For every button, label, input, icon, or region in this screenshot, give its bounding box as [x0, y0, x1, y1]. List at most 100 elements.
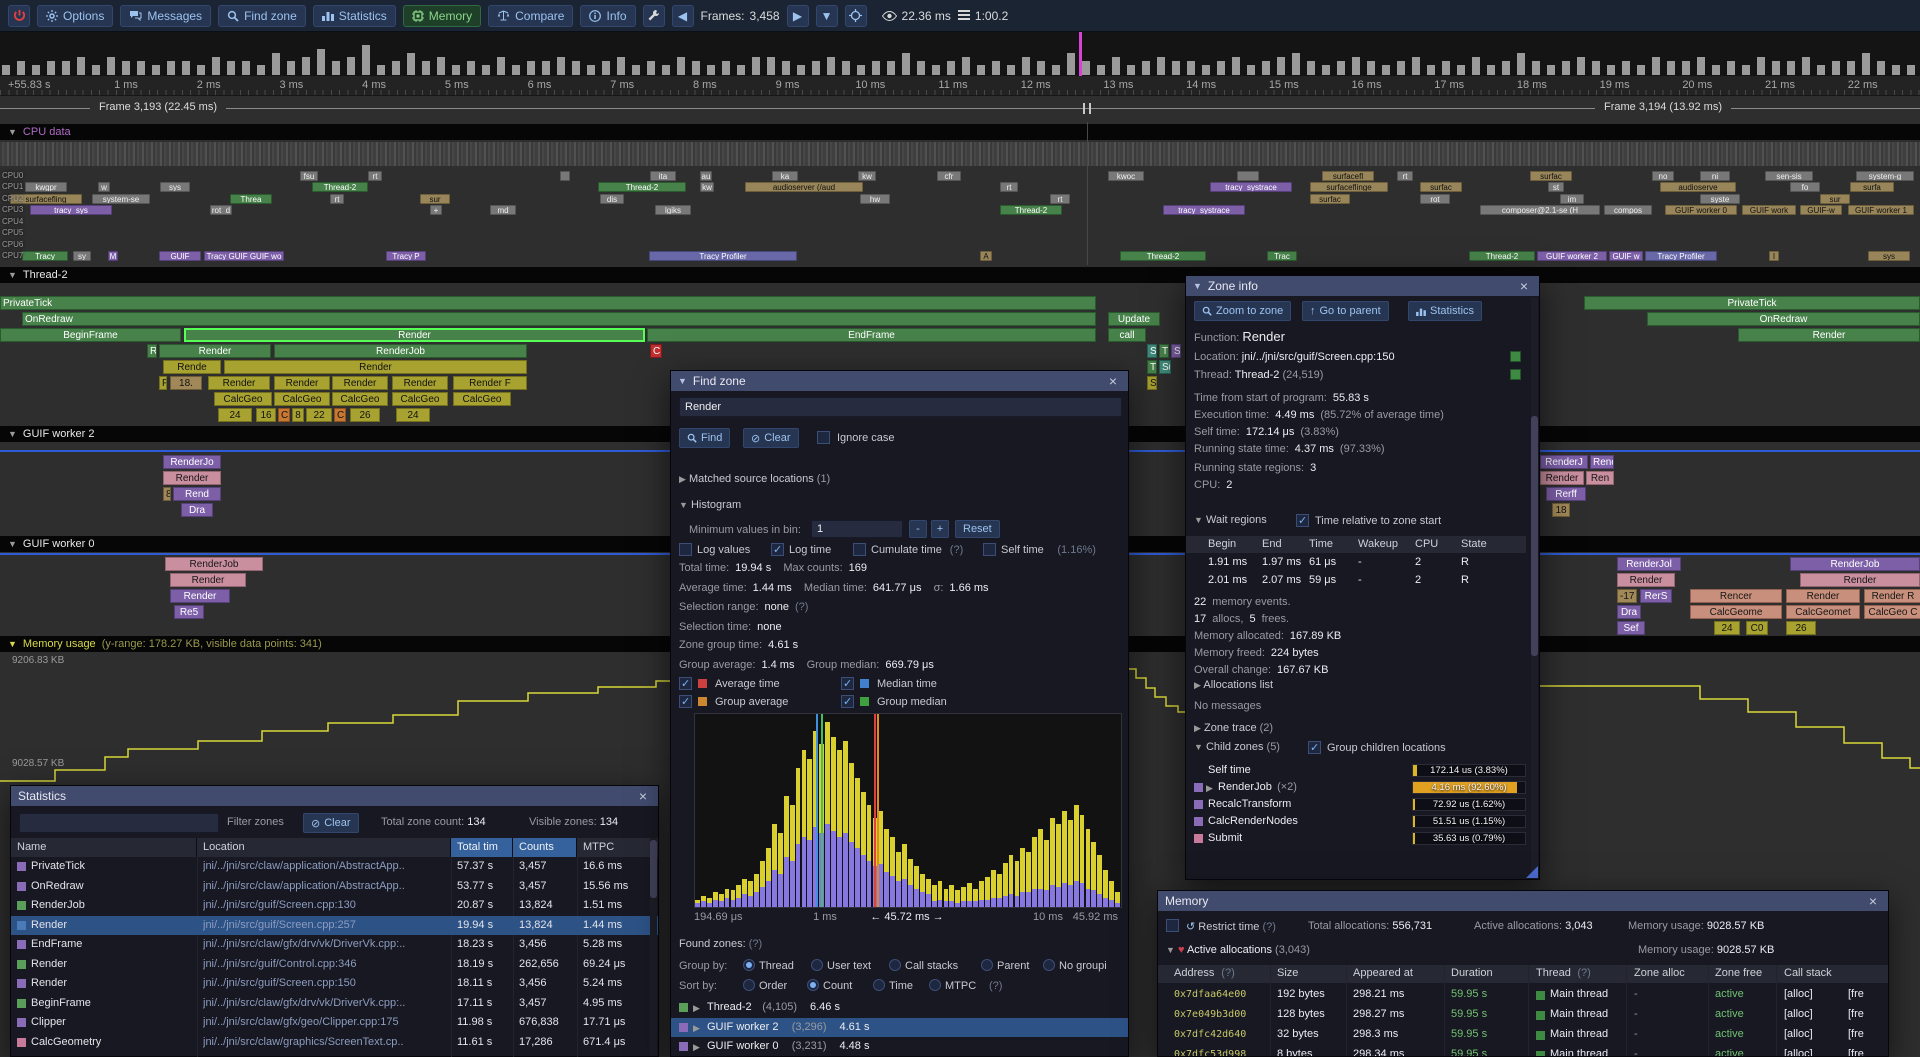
- allocations-list-row[interactable]: ▶ Allocations list: [1194, 679, 1274, 691]
- timeline-zone[interactable]: 16: [256, 408, 276, 422]
- alloc-appeared[interactable]: 298.34 ms: [1353, 1048, 1405, 1056]
- timeline-zone[interactable]: CalcGeo C: [1864, 605, 1920, 619]
- cpu-zone[interactable]: audioserver (/aud: [745, 182, 863, 192]
- statistics-window-titlebar[interactable]: Statistics ×: [11, 786, 658, 806]
- clear-button[interactable]: ⊘ Clear: [743, 428, 799, 448]
- zone-search-input[interactable]: [679, 397, 1122, 417]
- timeline-zone[interactable]: EndFrame: [647, 328, 1096, 342]
- cpu-zone[interactable]: im: [1560, 194, 1584, 204]
- cpu-zone[interactable]: GUIF worker 2: [1537, 251, 1607, 261]
- timeline-zone[interactable]: Render R: [1864, 589, 1920, 603]
- table-row[interactable]: RenderJob jni/../jni/src/guif/Screen.cpp:…: [11, 896, 658, 916]
- close-icon[interactable]: ×: [1868, 893, 1878, 909]
- cpu-zone[interactable]: md: [490, 205, 516, 215]
- column-header[interactable]: MTPC: [577, 838, 658, 857]
- cpu-zone[interactable]: Threa: [230, 194, 272, 204]
- cpu-zone[interactable]: ita: [650, 171, 676, 181]
- cpu-zone[interactable]: rt: [368, 171, 382, 181]
- minbin-decrease-button[interactable]: -: [909, 520, 927, 538]
- close-icon[interactable]: ×: [1108, 373, 1118, 389]
- cpu-zone[interactable]: surfa: [1850, 182, 1894, 192]
- timeline-zone[interactable]: R: [147, 344, 157, 358]
- timeline-zone[interactable]: C: [334, 408, 346, 422]
- alloc-appeared[interactable]: 298.27 ms: [1353, 1008, 1405, 1020]
- option-checkbox[interactable]: [771, 543, 784, 556]
- cpu-zone[interactable]: GUIF w: [1609, 251, 1643, 261]
- cpu-zone[interactable]: compos: [1604, 205, 1652, 215]
- timeline-zone[interactable]: Render: [332, 376, 388, 390]
- table-row[interactable]: Render jni/../jni/src/guif/Control.cpp:34…: [11, 955, 658, 975]
- memory-window-titlebar[interactable]: Memory ×: [1158, 891, 1888, 911]
- timeline-zone[interactable]: Rencer: [1690, 589, 1782, 603]
- cpu-zone[interactable]: I: [1769, 251, 1779, 261]
- cpu-zone[interactable]: sys: [1868, 251, 1910, 261]
- alloc-address[interactable]: 0x7dfaa64e00: [1174, 989, 1247, 1000]
- messages-button[interactable]: Messages: [120, 4, 212, 27]
- power-button[interactable]: [8, 4, 30, 27]
- sort-by-radio[interactable]: [807, 979, 819, 991]
- table-row[interactable]: BeginFrame jni/../jni/src/claw/gfx/drv/vk…: [11, 994, 658, 1014]
- timeline-zone[interactable]: RenderJ: [1540, 455, 1588, 469]
- cpu-zone[interactable]: rot: [1420, 194, 1450, 204]
- timeline-zone[interactable]: RenderJol: [1617, 557, 1681, 571]
- zone-info-window-titlebar[interactable]: ▼ Zone info ×: [1186, 276, 1539, 296]
- table-row[interactable]: OnRedraw jni/../jni/src/claw/application/…: [11, 877, 658, 897]
- timeline-zone[interactable]: CalcGeome: [1690, 605, 1782, 619]
- timeline-zone[interactable]: Rerff: [1546, 487, 1586, 501]
- timeline-zone[interactable]: Rende: [163, 360, 221, 374]
- timeline-zone[interactable]: CalcGeo: [214, 392, 272, 406]
- timeline-zone[interactable]: Render: [274, 376, 330, 390]
- expand-icon[interactable]: ▶: [693, 1022, 700, 1033]
- source-nav-button[interactable]: [1510, 351, 1521, 362]
- column-header[interactable]: CPU: [1415, 538, 1439, 550]
- timeline-zone[interactable]: Rend: [173, 487, 221, 501]
- group-children-checkbox[interactable]: [1308, 741, 1321, 754]
- column-header[interactable]: Zone free: [1715, 967, 1763, 979]
- cpu-zone[interactable]: tracy_systrace: [1163, 205, 1245, 215]
- sort-by-radio[interactable]: [873, 979, 885, 991]
- frame-cursor[interactable]: [1079, 32, 1082, 76]
- alloc-address[interactable]: 0x7dfc53d998: [1174, 1049, 1247, 1056]
- timeline-zone[interactable]: CalcGeomet: [1786, 605, 1860, 619]
- expand-icon[interactable]: ▶: [693, 1003, 700, 1013]
- child-zones-row[interactable]: ▼ Child zones (5): [1194, 741, 1280, 753]
- sort-by-radio[interactable]: [743, 979, 755, 991]
- scrollbar-thumb[interactable]: [650, 840, 657, 898]
- allocation-row[interactable]: 0x7e049b3d00 128 bytes 298.27 ms 59.95 s Mai…: [1158, 1007, 1888, 1025]
- cpu-zone[interactable]: Trac: [1267, 251, 1297, 261]
- zone-group-row[interactable]: ▶ GUIF worker 0 (3,231) 4.48 s: [671, 1037, 1128, 1057]
- cpu-zone[interactable]: sur: [1820, 194, 1850, 204]
- timeline-zone[interactable]: 8: [163, 487, 171, 501]
- cpu-zone[interactable]: hw: [860, 194, 890, 204]
- cpu-zone[interactable]: dis: [600, 194, 624, 204]
- timeline-zone[interactable]: 18: [1552, 503, 1570, 517]
- compare-button[interactable]: Compare: [488, 4, 574, 27]
- cpu-zone[interactable]: Tracy P: [386, 251, 426, 261]
- cpu-zone[interactable]: A: [980, 251, 992, 261]
- option-checkbox[interactable]: [679, 543, 692, 556]
- timeline-zone[interactable]: Render: [159, 344, 271, 358]
- timeline-zone[interactable]: Su: [1159, 360, 1171, 374]
- timeline-zone[interactable]: 24: [1714, 621, 1740, 635]
- timeline-zone[interactable]: C: [650, 344, 662, 358]
- timeline-zone[interactable]: Update: [1108, 312, 1160, 326]
- cpu-zone[interactable]: surfaceflinge: [1310, 182, 1388, 192]
- frame-marker-label[interactable]: Frame 3,194 (13.92 ms): [1595, 101, 1731, 113]
- cpu-data-band[interactable]: ▼ CPU data: [0, 124, 1920, 140]
- table-row[interactable]: Clipper jni/../jni/src/claw/gfx/geo/Clipp…: [11, 1013, 658, 1033]
- zone-trace-row[interactable]: ▶ Zone trace (2): [1194, 722, 1274, 734]
- column-header[interactable]: Location: [197, 838, 451, 857]
- timeline-zone[interactable]: Dra: [1617, 605, 1641, 619]
- timeline-zone[interactable]: Ren: [1586, 471, 1614, 485]
- expand-icon[interactable]: ▶: [693, 1042, 700, 1052]
- column-header[interactable]: Begin: [1208, 538, 1237, 550]
- timeline-zone[interactable]: BeginFrame: [0, 328, 181, 342]
- alloc-callstack-free[interactable]: [fre: [1848, 1008, 1864, 1020]
- cpu-zone[interactable]: ni: [1700, 171, 1730, 181]
- timeline-zone[interactable]: Render: [208, 376, 270, 390]
- thread-band[interactable]: ▼ Thread-2: [0, 267, 1920, 283]
- cpu-zone[interactable]: rt: [330, 194, 344, 204]
- timeline-zone[interactable]: Render F: [453, 376, 527, 390]
- column-header[interactable]: Size: [1277, 967, 1299, 979]
- timeline-zone[interactable]: RenderJo: [163, 455, 221, 469]
